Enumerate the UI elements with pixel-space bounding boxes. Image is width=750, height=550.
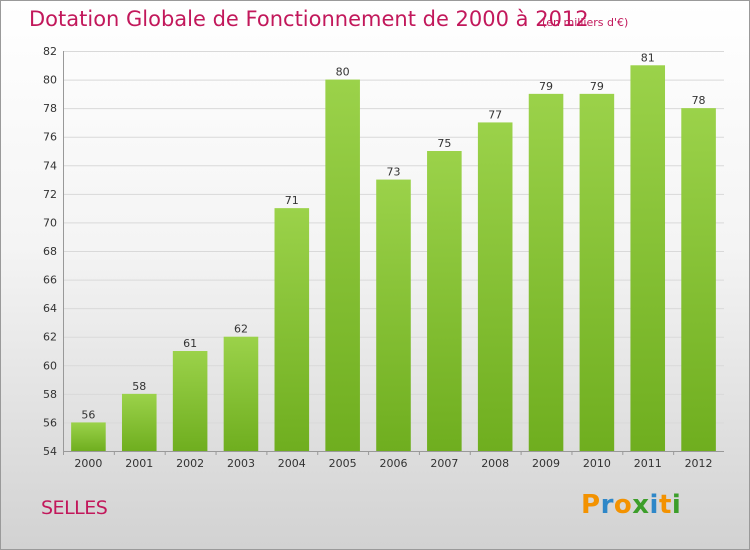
y-tick-label: 72 [43,188,57,201]
x-tick-label: 2004 [278,457,306,470]
logo-letter: P [581,490,601,520]
bar-2007 [427,151,462,451]
bar-2002 [172,351,208,451]
x-tick-label: 2001 [125,457,153,470]
y-tick-label: 70 [43,216,57,229]
bar-value-label: 75 [437,137,451,150]
x-tick-label: 2009 [532,457,560,470]
bar-2004 [274,208,310,451]
x-tick-label: 2000 [74,457,102,470]
bar-value-label: 79 [539,80,553,93]
bar-value-label: 58 [132,380,146,393]
x-tick-label: 2012 [685,457,713,470]
logo-letter: x [632,490,650,520]
bar-2010 [579,93,615,451]
bar-2012 [681,108,716,452]
y-tick-label: 74 [43,159,57,172]
bar-2001 [121,393,157,451]
bar-value-label: 56 [81,408,95,421]
x-tick-label: 2005 [329,457,357,470]
bar-value-label: 62 [234,323,248,336]
x-tick-label: 2003 [227,457,255,470]
proxiti-logo: Proxiti [581,490,681,520]
x-tick-label: 2006 [380,457,408,470]
bar-value-label: 73 [387,166,401,179]
y-tick-label: 62 [43,331,57,344]
y-tick-label: 80 [43,74,57,87]
logo-letter: o [613,490,633,520]
y-tick-label: 78 [43,102,57,115]
logo-letter: i [671,490,682,520]
bar-value-label: 79 [590,80,604,93]
y-tick-label: 64 [43,302,57,315]
chart-title: Dotation Globale de Fonctionnement de 20… [29,7,589,31]
y-tick-label: 54 [43,445,57,458]
bar-value-label: 71 [285,194,299,207]
y-tick-label: 82 [43,45,57,58]
y-tick-label: 68 [43,245,57,258]
y-tick-label: 56 [43,416,57,429]
bar-value-label: 61 [183,337,197,350]
x-tick-label: 2011 [634,457,662,470]
logo-letter: i [649,490,659,520]
bar-2008 [477,122,513,451]
logo-letter: t [658,490,672,520]
logo-letter: r [600,490,614,520]
y-tick-label: 60 [43,359,57,372]
commune-name: SELLES [41,497,108,519]
bar-2011 [630,65,666,452]
y-tick-label: 66 [43,274,57,287]
x-tick-label: 2010 [583,457,611,470]
x-tick-label: 2002 [176,457,204,470]
bar-value-label: 80 [336,66,350,79]
bar-2006 [376,179,411,452]
y-tick-label: 58 [43,388,57,401]
y-tick-label: 76 [43,131,57,144]
bar-value-label: 77 [488,108,502,121]
x-tick-label: 2007 [430,457,458,470]
bar-2000 [71,422,106,451]
bar-value-label: 81 [641,51,655,64]
bar-2005 [325,79,360,452]
chart-unit: (en milliers d'€) [542,16,629,29]
bar-2009 [528,93,564,451]
bar-2003 [223,336,259,451]
x-tick-label: 2008 [481,457,509,470]
bar-value-label: 78 [692,94,706,107]
